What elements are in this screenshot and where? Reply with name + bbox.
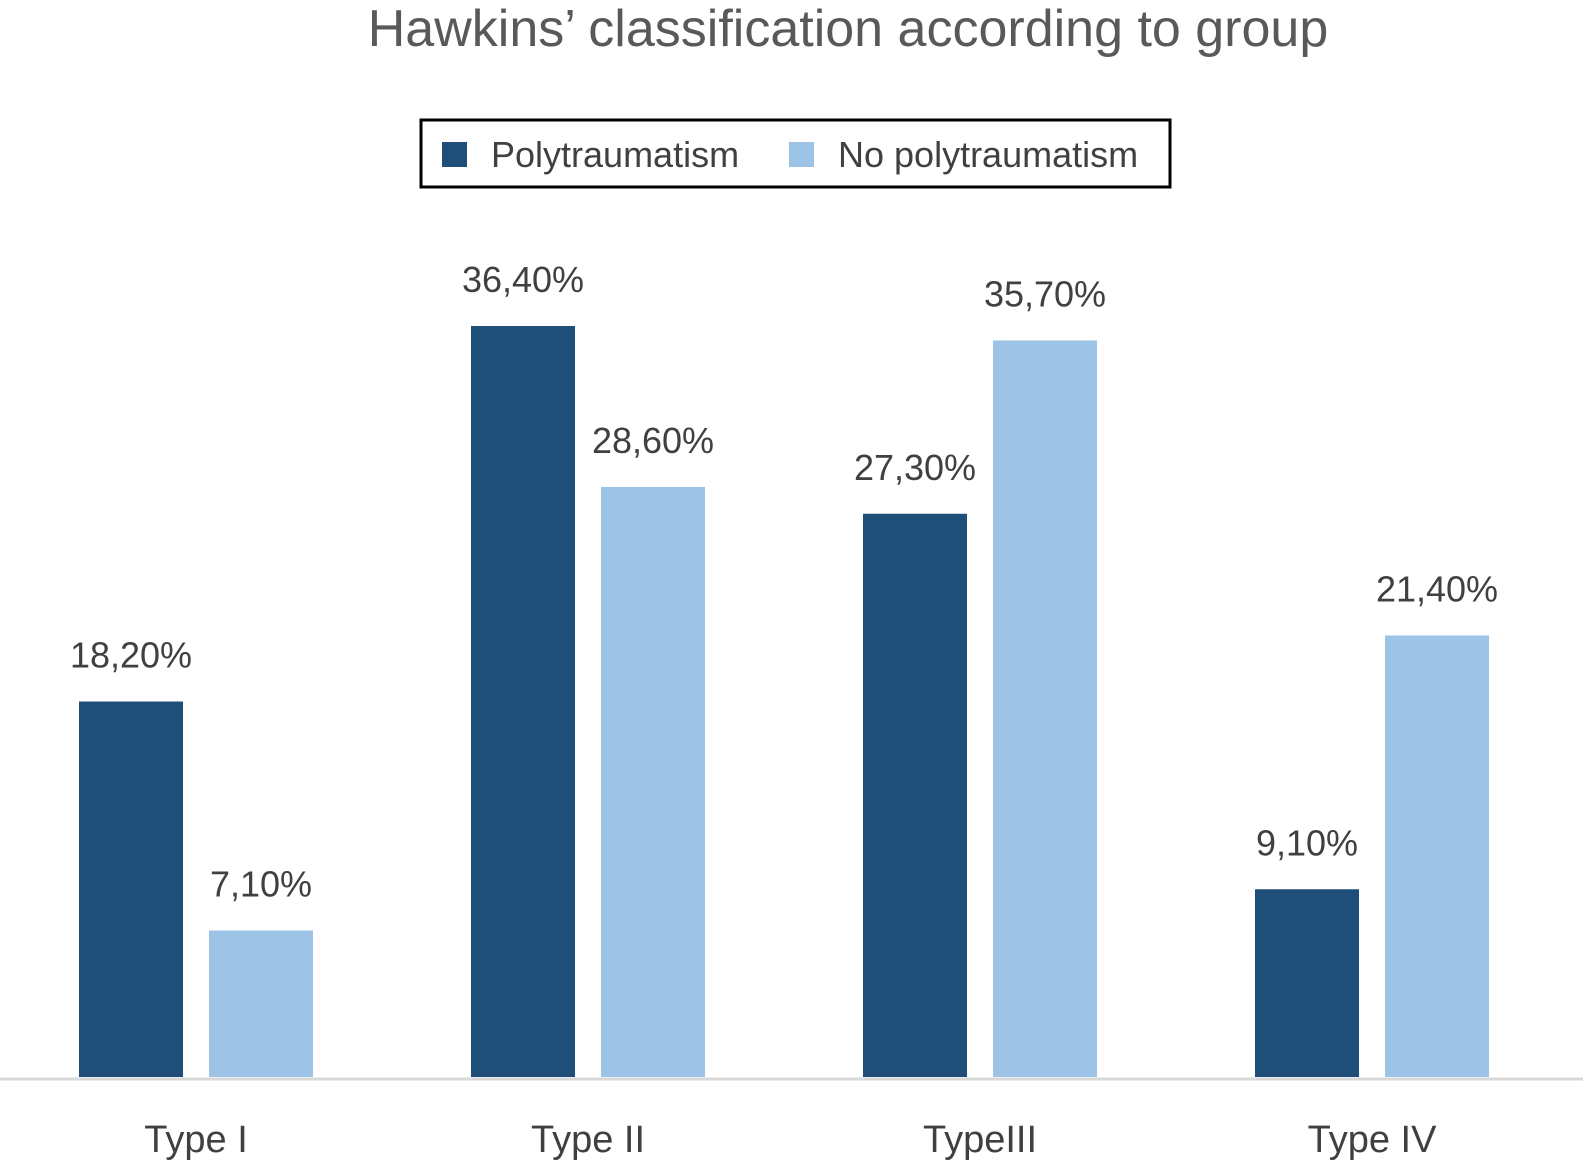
category-label-type-iv: Type IV	[1308, 1119, 1437, 1161]
bar-no-polytraumatism-type-ii	[601, 486, 705, 1077]
bar-polytraumatism-type-i	[79, 701, 183, 1077]
data-label-no-polytraumatism-typeiii: 35,70%	[984, 273, 1106, 314]
data-label-polytraumatism-type-i: 18,20%	[70, 635, 192, 676]
data-label-no-polytraumatism-type-iv: 21,40%	[1376, 568, 1498, 609]
data-label-no-polytraumatism-type-i: 7,10%	[210, 864, 312, 905]
category-label-type-ii: Type II	[531, 1119, 645, 1161]
data-label-polytraumatism-type-ii: 36,40%	[462, 259, 584, 300]
bar-polytraumatism-typeiii	[863, 513, 967, 1077]
bar-no-polytraumatism-type-iv	[1385, 635, 1489, 1077]
category-label-typeiii: TypeIII	[923, 1119, 1037, 1161]
bar-no-polytraumatism-typeiii	[993, 340, 1097, 1077]
legend-swatch-no-polytraumatism	[789, 142, 814, 167]
bar-polytraumatism-type-iv	[1255, 889, 1359, 1077]
category-label-type-i: Type I	[144, 1119, 248, 1161]
legend-label-no-polytraumatism: No polytraumatism	[838, 134, 1138, 175]
bars-group	[79, 326, 1489, 1077]
data-labels-group: 18,20% 7,10% 36,40% 28,60% 27,30% 35,70% 9,10%…	[70, 259, 1498, 905]
bar-polytraumatism-type-ii	[471, 326, 575, 1077]
legend-swatch-polytraumatism	[442, 142, 467, 167]
data-label-no-polytraumatism-type-ii: 28,60%	[592, 420, 714, 461]
category-labels-group: Type I Type II TypeIII Type IV	[144, 1119, 1437, 1161]
data-label-polytraumatism-typeiii: 27,30%	[854, 447, 976, 488]
bar-no-polytraumatism-type-i	[209, 930, 313, 1077]
data-label-polytraumatism-type-iv: 9,10%	[1256, 822, 1358, 863]
chart-title: Hawkins’ classification according to gro…	[368, 0, 1329, 58]
legend: Polytraumatism No polytraumatism	[419, 118, 1172, 189]
legend-label-polytraumatism: Polytraumatism	[491, 134, 739, 175]
